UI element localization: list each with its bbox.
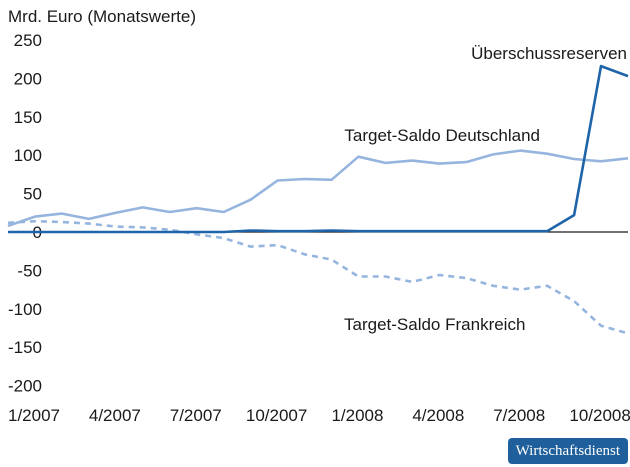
x-tick-label: 4/2007: [89, 406, 141, 425]
series-line: [7, 149, 629, 228]
y-tick-label: 250: [14, 31, 42, 50]
x-tick-label: 10/2007: [246, 406, 307, 425]
wirtschaftsdienst-logo: Wirtschaftsdienst: [507, 438, 628, 464]
x-tick-label: 1/2008: [331, 406, 383, 425]
x-tick-label: 1/2007: [8, 406, 60, 425]
y-tick-label: -200: [8, 377, 42, 396]
y-axis-label: Mrd. Euro (Monatswerte): [8, 7, 196, 26]
y-tick-label: 200: [14, 69, 42, 88]
series-lines: [7, 64, 629, 335]
x-tick-label: 4/2008: [412, 406, 464, 425]
y-tick-label: -50: [17, 261, 42, 280]
x-tick-label: 10/2008: [569, 406, 630, 425]
y-tick-label: 50: [23, 185, 42, 204]
y-tick-label: -100: [8, 300, 42, 319]
x-tick-label: 7/2008: [493, 406, 545, 425]
series-label-target-deutschland: Target-Saldo Deutschland: [344, 126, 540, 145]
y-tick-label: 100: [14, 146, 42, 165]
series-line: [8, 64, 629, 234]
series-label-ueberschussreserven: Überschussreserven: [471, 44, 627, 63]
x-tick-label: 7/2007: [170, 406, 222, 425]
x-axis-ticks: 1/2007 4/2007 7/2007 10/2007 1/2008 4/2008 7/2…: [8, 406, 630, 425]
series-line: [7, 219, 629, 335]
y-tick-label: -150: [8, 338, 42, 357]
y-tick-label: 150: [14, 108, 42, 127]
series-label-target-frankreich: Target-Saldo Frankreich: [344, 315, 525, 334]
